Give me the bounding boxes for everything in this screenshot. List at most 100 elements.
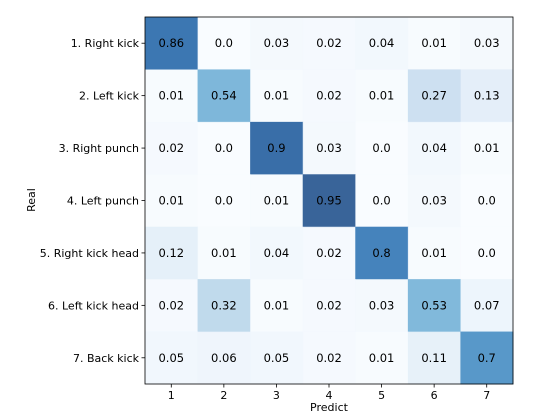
cell-value-label: 0.0 [478,194,496,208]
cell-value-label: 0.05 [264,351,290,365]
heatmap-cell [407,69,461,123]
heatmap-cell [145,331,199,385]
heatmap-cell [145,121,199,175]
heatmap-cell [145,226,199,280]
heatmap-cell [250,279,304,333]
heatmap-cell [250,226,304,280]
heatmap-cell [145,279,199,333]
cell-value-label: 0.01 [264,298,290,312]
cell-value-label: 0.02 [316,36,342,50]
cell-value-label: 0.04 [264,246,290,260]
cell-value-label: 0.03 [316,141,342,155]
heatmap-cells [145,17,514,385]
y-tick-label: 3. Right punch [59,142,139,155]
heatmap-cell [355,174,409,228]
cell-value-label: 0.05 [158,351,184,365]
cell-value-label: 0.8 [372,246,390,260]
heatmap-cell [145,17,199,70]
cell-value-label: 0.53 [421,298,447,312]
y-tick-label: 1. Right kick [71,37,140,50]
heatmap-cell [407,121,461,175]
cell-value-label: 0.01 [421,246,447,260]
heatmap-cell [302,174,356,228]
cell-value-label: 0.01 [264,194,290,208]
heatmap-cell [197,121,251,175]
heatmap-cell [197,226,251,280]
cell-value-label: 0.03 [369,298,395,312]
cell-value-label: 0.07 [474,298,500,312]
heatmap-cell [407,174,461,228]
heatmap-cell [250,174,304,228]
cell-value-label: 0.0 [215,141,233,155]
x-tick-label: 4 [326,389,333,402]
cell-value-label: 0.0 [215,36,233,50]
heatmap-cell [460,331,514,385]
cell-value-label: 0.13 [474,89,500,103]
x-tick-label: 3 [273,389,280,402]
heatmap-cell [302,279,356,333]
y-tick-label: 7. Back kick [73,352,140,365]
cell-value-label: 0.0 [372,194,390,208]
cell-value-label: 0.7 [478,351,496,365]
cell-value-label: 0.0 [215,194,233,208]
heatmap-cell [250,121,304,175]
heatmap-cell [460,226,514,280]
cell-value-label: 0.01 [474,141,500,155]
y-tick-label: 2. Left kick [79,90,140,103]
x-tick-label: 2 [220,389,227,402]
heatmap-cell [250,331,304,385]
heatmap-cell [407,226,461,280]
cell-value-label: 0.06 [211,351,237,365]
cell-value-label: 0.02 [316,89,342,103]
heatmap-cell [302,226,356,280]
cell-value-label: 0.03 [474,36,500,50]
heatmap-cell [460,279,514,333]
heatmap-cell [355,69,409,123]
cell-value-label: 0.01 [158,89,184,103]
cell-value-label: 0.32 [211,298,237,312]
x-tick-label: 7 [483,389,490,402]
y-tick-label: 5. Right kick head [40,247,139,260]
cell-value-label: 0.01 [421,36,447,50]
cell-value-label: 0.01 [211,246,237,260]
heatmap-cell [302,17,356,70]
cell-value-label: 0.0 [478,246,496,260]
cell-value-label: 0.95 [316,194,342,208]
cell-value-label: 0.04 [421,141,447,155]
heatmap-cell [407,17,461,70]
heatmap-cell [460,17,514,70]
heatmap-cell [197,174,251,228]
heatmap-cell [460,69,514,123]
cell-value-label: 0.02 [316,246,342,260]
heatmap-cell [355,279,409,333]
heatmap-cell [302,331,356,385]
heatmap-cell-labels: 0.86 0.0 0.03 0.02 0.04 0.01 0.03 0.01 0.54 0.01 0… [158,36,499,365]
cell-value-label: 0.27 [421,89,447,103]
cell-value-label: 0.01 [264,89,290,103]
cell-value-label: 0.03 [421,194,447,208]
cell-value-label: 0.02 [316,298,342,312]
heatmap-cell [197,69,251,123]
cell-value-label: 0.54 [211,89,237,103]
heatmap-cell [197,279,251,333]
heatmap-cell [145,69,199,123]
cell-value-label: 0.9 [267,141,285,155]
heatmap-cell [407,331,461,385]
heatmap-cell [302,69,356,123]
y-axis-label: Real [25,188,38,212]
y-tick-label: 4. Left punch [67,195,139,208]
heatmap-cell [250,17,304,70]
heatmap-cell [355,331,409,385]
cell-value-label: 0.0 [372,141,390,155]
heatmap-cell [355,226,409,280]
heatmap-cell [355,17,409,70]
cell-value-label: 0.02 [316,351,342,365]
heatmap-cell [460,174,514,228]
x-axis-ticks: 1 2 3 4 5 6 7 [168,384,490,402]
heatmap-cell [250,69,304,123]
cell-value-label: 0.04 [369,36,395,50]
heatmap-cell [460,121,514,175]
cell-value-label: 0.01 [158,194,184,208]
heatmap-cell [197,331,251,385]
